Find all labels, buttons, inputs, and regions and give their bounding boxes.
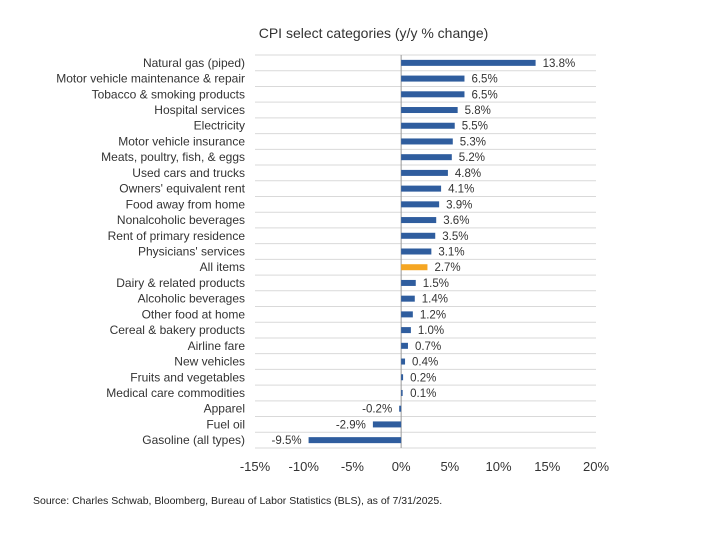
value-label: 6.5%: [471, 89, 497, 101]
value-label: 5.8%: [465, 105, 491, 117]
bar: [401, 327, 411, 334]
x-tick-label: 0%: [392, 459, 411, 474]
bar: [401, 138, 453, 145]
value-label: 2.7%: [434, 262, 460, 274]
bar: [401, 389, 403, 396]
category-label: Nonalcoholic beverages: [117, 213, 245, 227]
category-label: Fruits and vegetables: [130, 370, 245, 384]
value-label: 1.2%: [420, 309, 446, 321]
category-label: Physicians' services: [138, 245, 245, 259]
value-label: 1.0%: [418, 325, 444, 337]
x-tick-label: -5%: [341, 459, 365, 474]
bar: [308, 437, 402, 444]
value-label: 3.5%: [442, 231, 468, 243]
bar: [401, 217, 437, 224]
value-label: 1.4%: [422, 294, 448, 306]
x-tick-label: -15%: [240, 459, 271, 474]
bar: [399, 405, 402, 412]
category-label: Meats, poultry, fish, & eggs: [101, 150, 245, 164]
category-label: Owners' equivalent rent: [119, 182, 245, 196]
value-label: 4.8%: [455, 168, 481, 180]
x-tick-label: 10%: [486, 459, 512, 474]
category-label: Rent of primary residence: [108, 229, 246, 243]
category-label: Food away from home: [126, 197, 246, 211]
bar: [401, 358, 406, 365]
bar: [401, 91, 465, 98]
category-label: Cereal & bakery products: [110, 323, 245, 337]
bar: [372, 421, 402, 428]
category-label: Natural gas (piped): [143, 56, 245, 70]
value-label: -2.9%: [336, 419, 366, 431]
value-label: 0.4%: [412, 357, 438, 369]
category-label: Other food at home: [142, 307, 246, 321]
value-label: 5.2%: [459, 152, 485, 164]
value-label: -0.2%: [362, 404, 392, 416]
category-label: Alcoholic beverages: [138, 292, 245, 306]
bar: [401, 295, 415, 302]
value-label: 0.2%: [410, 372, 436, 384]
category-label: All items: [200, 260, 245, 274]
bar: [401, 248, 432, 255]
value-label: 6.5%: [471, 74, 497, 86]
bar: [401, 342, 408, 349]
bar: [401, 311, 413, 318]
value-label: 13.8%: [543, 58, 576, 70]
bar: [401, 59, 536, 66]
x-tick-label: 20%: [583, 459, 609, 474]
highlight-bar: [401, 264, 428, 271]
source-note: Source: Charles Schwab, Bloomberg, Burea…: [33, 495, 443, 507]
category-label: Medical care commodities: [106, 386, 245, 400]
value-label: 5.3%: [460, 136, 486, 148]
category-label: Fuel oil: [206, 417, 245, 431]
x-tick-label: 15%: [534, 459, 560, 474]
value-label: 3.6%: [443, 215, 469, 227]
bar: [401, 122, 455, 129]
bar: [401, 169, 448, 176]
bar: [401, 154, 452, 161]
value-label: 0.1%: [410, 388, 436, 400]
value-label: 3.9%: [446, 199, 472, 211]
category-label: Gasoline (all types): [142, 433, 245, 447]
bar: [401, 185, 442, 192]
value-label: 3.1%: [438, 247, 464, 259]
category-label: Motor vehicle maintenance & repair: [56, 72, 245, 86]
category-label: Hospital services: [154, 103, 245, 117]
bar: [401, 107, 458, 114]
category-label: Motor vehicle insurance: [118, 134, 245, 148]
x-tick-label: -10%: [289, 459, 320, 474]
category-label: Tobacco & smoking products: [92, 87, 245, 101]
bar: [401, 232, 436, 239]
category-label: Apparel: [204, 402, 245, 416]
bar: [401, 75, 465, 82]
x-tick-label: 5%: [440, 459, 459, 474]
value-label: 1.5%: [423, 278, 449, 290]
bar: [401, 374, 404, 381]
value-label: 0.7%: [415, 341, 441, 353]
category-label: Used cars and trucks: [132, 166, 245, 180]
category-label: New vehicles: [174, 355, 245, 369]
value-label: -9.5%: [272, 435, 302, 447]
category-label: Airline fare: [188, 339, 246, 353]
category-label: Electricity: [194, 119, 245, 133]
category-label: Dairy & related products: [116, 276, 245, 290]
bar: [401, 201, 440, 208]
value-label: 5.5%: [462, 121, 488, 133]
bar: [401, 279, 416, 286]
chart-title: CPI select categories (y/y % change): [258, 25, 489, 41]
value-label: 4.1%: [448, 184, 474, 196]
